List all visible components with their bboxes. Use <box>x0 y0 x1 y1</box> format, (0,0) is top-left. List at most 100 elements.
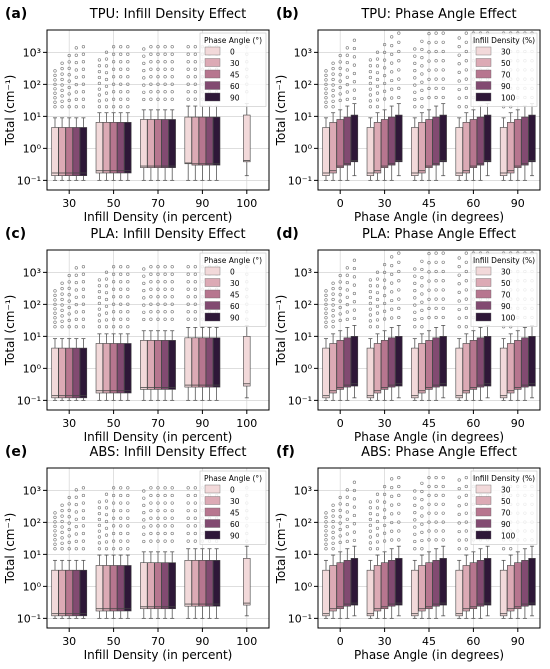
flier-point <box>390 44 394 48</box>
flier-point <box>338 273 342 278</box>
flier-point <box>427 529 431 533</box>
flier-point <box>331 303 335 307</box>
x-tick-label: 60 <box>466 197 480 210</box>
flier-point <box>81 509 86 513</box>
box <box>147 119 155 168</box>
flier-point <box>142 267 146 271</box>
flier-point <box>104 105 109 109</box>
flier-point <box>338 312 342 316</box>
flier-point <box>149 509 153 513</box>
box <box>350 336 359 387</box>
flier-point <box>119 547 123 551</box>
x-tick-label: 30 <box>378 635 392 648</box>
flier-point <box>434 59 438 63</box>
flier-point <box>53 78 57 82</box>
flier-point <box>338 521 342 525</box>
flier-point <box>111 310 116 314</box>
flier-point <box>390 486 394 490</box>
flier-point <box>427 306 431 311</box>
flier-point <box>427 511 431 515</box>
legend-swatch <box>204 81 221 90</box>
flier-point <box>142 274 146 278</box>
flier-point <box>149 52 153 56</box>
flier-point <box>338 495 342 500</box>
box <box>380 562 389 610</box>
flier-point <box>324 289 328 293</box>
box <box>388 116 396 166</box>
flier-point <box>464 31 468 35</box>
flier-point <box>375 277 380 281</box>
flier-point <box>375 77 380 82</box>
x-tick-label: 90 <box>195 197 209 210</box>
flier-point <box>397 484 401 489</box>
flier-point <box>345 288 349 292</box>
flier-point <box>149 501 153 505</box>
flier-point <box>457 504 461 508</box>
legend-swatch <box>475 484 492 494</box>
flier-point <box>111 524 116 528</box>
flier-point <box>97 284 101 288</box>
flier-point <box>193 265 197 269</box>
flier-point <box>111 287 116 291</box>
flier-point <box>457 325 461 329</box>
flier-point <box>142 496 146 500</box>
flier-point <box>60 83 64 87</box>
flier-point <box>464 476 468 480</box>
flier-point <box>441 260 445 264</box>
box <box>95 565 104 612</box>
flier-point <box>464 484 468 489</box>
flier-point <box>149 531 153 536</box>
x-tick-label: 0 <box>337 197 344 210</box>
flier-point <box>170 524 174 528</box>
flier-point <box>434 260 438 264</box>
flier-point <box>441 538 445 542</box>
flier-point <box>170 52 174 56</box>
flier-point <box>142 90 146 94</box>
flier-point <box>170 501 174 505</box>
flier-point <box>324 302 328 306</box>
legend-swatch <box>475 278 492 287</box>
flier-point <box>390 264 394 268</box>
flier-point <box>81 295 86 299</box>
flier-point <box>441 315 445 320</box>
flier-point <box>368 70 372 74</box>
flier-point <box>413 325 417 329</box>
box <box>198 337 207 388</box>
flier-point <box>375 291 380 295</box>
legend-label: 100 <box>501 314 516 323</box>
flier-point <box>149 90 153 94</box>
legend-swatch <box>475 507 492 517</box>
flier-point <box>434 95 438 100</box>
flier-point <box>186 67 190 71</box>
flier-point <box>375 98 380 102</box>
box <box>147 562 155 610</box>
box <box>507 565 515 612</box>
x-tick-label: 100 <box>236 635 257 648</box>
x-tick-label: 0 <box>337 635 344 648</box>
flier-point <box>397 288 401 292</box>
flier-point <box>104 64 109 68</box>
flier-point <box>111 501 116 505</box>
flier-point <box>111 317 116 321</box>
flier-point <box>427 297 431 301</box>
flier-point <box>457 79 461 83</box>
flier-point <box>509 547 513 551</box>
flier-point <box>352 316 357 321</box>
flier-point <box>464 325 468 329</box>
box <box>432 560 440 607</box>
flier-point <box>53 533 57 537</box>
y-axis-label: Total (cm⁻¹) <box>274 75 288 147</box>
flier-point <box>457 538 461 542</box>
flier-point <box>420 325 424 329</box>
flier-point <box>186 509 190 513</box>
flier-point <box>81 547 86 551</box>
flier-point <box>104 304 109 308</box>
flier-point <box>464 251 468 255</box>
flier-point <box>434 315 438 320</box>
flier-point <box>163 52 167 56</box>
flier-point <box>97 325 101 329</box>
flier-point <box>97 512 101 516</box>
flier-point <box>60 525 64 529</box>
flier-point <box>427 520 431 524</box>
box <box>499 347 508 399</box>
